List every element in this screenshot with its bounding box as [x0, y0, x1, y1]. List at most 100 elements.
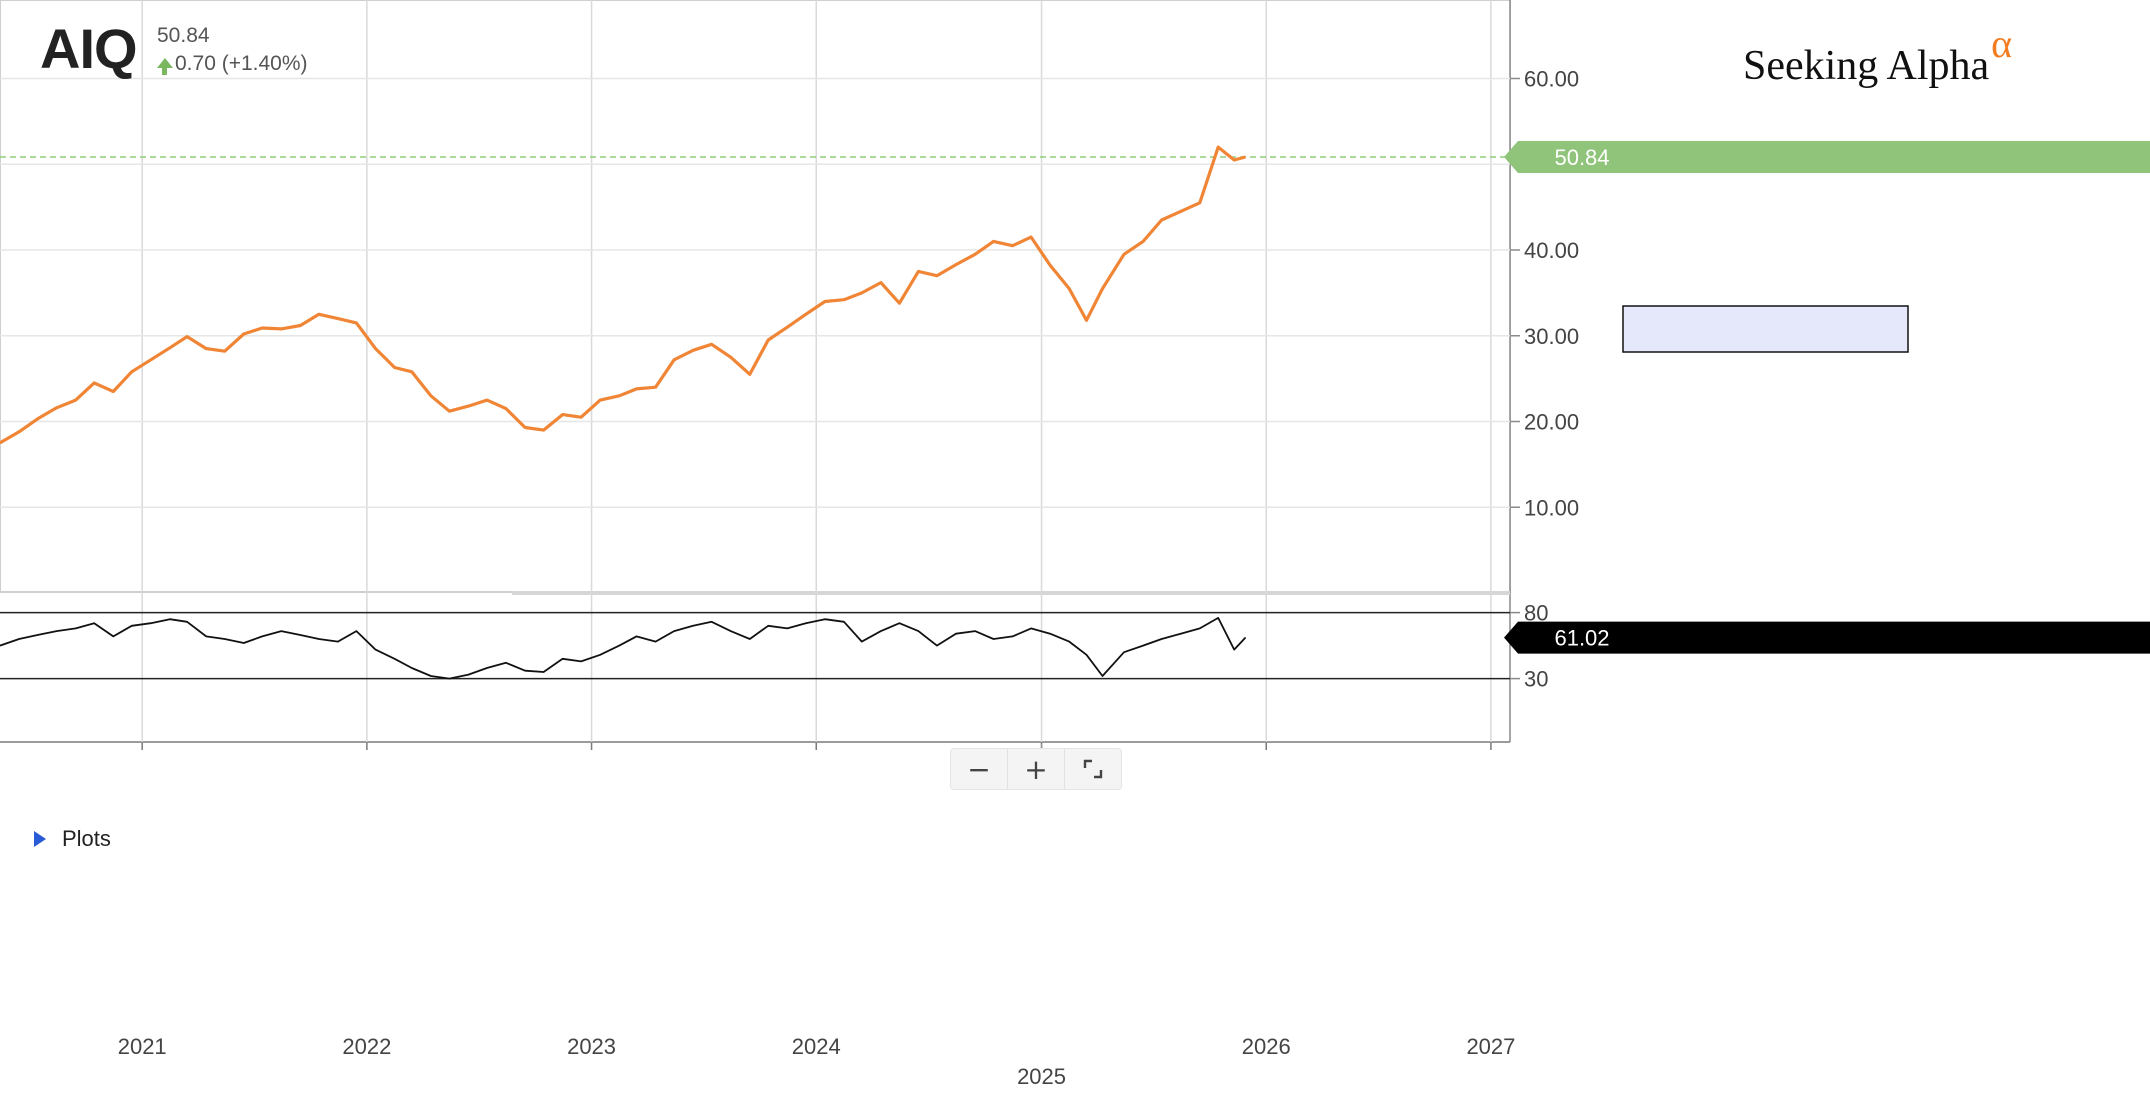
indicator-point — [205, 635, 207, 638]
price-point — [1199, 202, 1201, 204]
last-price-tag-shape — [1504, 141, 2150, 174]
price-point — [1085, 319, 1088, 322]
indicator-point — [131, 625, 133, 627]
indicator-point — [655, 641, 657, 643]
indicator-point — [261, 635, 263, 638]
price-point — [36, 418, 39, 420]
indicator-point — [1123, 651, 1125, 653]
indicator-point — [805, 622, 807, 624]
indicator-point — [635, 635, 638, 638]
indicator-point — [692, 625, 694, 627]
zoom-out-button[interactable]: − — [951, 749, 1008, 789]
price-point — [55, 407, 58, 409]
indicator-tag-shape — [1504, 621, 2150, 654]
price-point — [974, 253, 976, 256]
price-point — [467, 405, 470, 407]
indicator-point — [599, 654, 601, 656]
indicator-point — [224, 638, 226, 640]
price-point — [580, 416, 582, 419]
indicator-point — [562, 658, 564, 660]
marks-layer — [0, 145, 1909, 680]
indicator-point — [318, 638, 320, 640]
indicator-tag-label: 61.02 — [1554, 626, 1609, 651]
price-point — [561, 413, 564, 416]
indicator-point — [93, 622, 95, 624]
indicator-point — [1161, 638, 1163, 640]
fullscreen-button[interactable] — [1065, 749, 1121, 789]
indicator-point — [1244, 637, 1246, 639]
indicator-point — [936, 645, 938, 647]
price-point — [150, 359, 152, 361]
expand-triangle-icon — [34, 831, 46, 847]
price-point — [1233, 159, 1235, 161]
price-point — [843, 298, 845, 301]
indicator-point — [524, 670, 526, 672]
indicator-point — [150, 622, 152, 624]
price-point — [430, 395, 432, 397]
price-point — [1030, 236, 1032, 238]
zoom-in-button[interactable]: + — [1008, 749, 1065, 789]
indicator-y-tick-label: 80 — [1524, 601, 1548, 626]
x-tick-label: 2024 — [792, 1034, 841, 1059]
plots-toggle[interactable]: Plots — [34, 826, 111, 852]
price-point — [635, 388, 638, 390]
indicator-point — [112, 635, 114, 638]
indicator-point — [1012, 635, 1014, 638]
price-point — [223, 350, 226, 353]
price-change: 0.70 (+1.40%) — [157, 50, 308, 78]
indicator-point — [355, 630, 357, 632]
indicator-point — [974, 630, 976, 632]
price-point — [1179, 210, 1182, 213]
indicator-point — [36, 634, 39, 636]
up-arrow-icon — [157, 58, 173, 68]
price-point — [74, 399, 77, 401]
indicator-point — [430, 675, 432, 677]
indicator-point — [1233, 649, 1235, 651]
price-point — [18, 431, 20, 433]
indicator-point — [505, 662, 507, 664]
price-point — [767, 339, 769, 341]
indicator-point — [1180, 633, 1182, 635]
indicator-point — [580, 660, 582, 663]
indicator-point — [898, 622, 901, 624]
price-point — [936, 274, 938, 277]
y-tick-label: 20.00 — [1524, 410, 1579, 435]
price-point — [618, 395, 621, 397]
x-tick-label: 2025 — [1017, 1064, 1066, 1089]
price-point — [93, 382, 95, 384]
x-tick-label: 2027 — [1466, 1034, 1515, 1059]
price-point — [505, 407, 507, 410]
price-point — [393, 366, 396, 369]
plots-label: Plots — [62, 826, 111, 851]
indicator-point — [673, 630, 675, 632]
y-tick-label: 40.00 — [1524, 238, 1579, 263]
zoom-controls: − + — [950, 748, 1122, 790]
indicator-point — [56, 630, 58, 632]
price-point — [524, 426, 526, 429]
price-point — [1244, 156, 1247, 158]
y-tick-label: 60.00 — [1524, 67, 1579, 92]
x-tick-label: 2023 — [567, 1034, 616, 1059]
price-point — [186, 335, 188, 338]
indicator-point — [1049, 633, 1051, 635]
indicator-point — [1068, 641, 1070, 643]
price-point — [749, 373, 751, 376]
price-point — [299, 324, 302, 327]
indicator-point — [786, 627, 788, 630]
price-point — [243, 333, 245, 335]
price-point — [673, 359, 675, 361]
indicator-point — [467, 674, 470, 676]
axis-layer: 2021 2022 2023 2024 2025 2026 2027 10.00 20.00 30… — [118, 67, 2150, 1089]
indicator-point — [1030, 627, 1032, 630]
price-point — [448, 410, 451, 413]
indicator-point — [618, 645, 620, 647]
indicator-series-line — [0, 617, 1246, 680]
indicator-point — [711, 621, 713, 623]
indicator-point — [824, 618, 826, 620]
price-point — [337, 317, 339, 320]
logo-alpha-symbol: α — [1991, 21, 2013, 66]
price-point — [992, 240, 995, 243]
price-point — [599, 399, 601, 401]
